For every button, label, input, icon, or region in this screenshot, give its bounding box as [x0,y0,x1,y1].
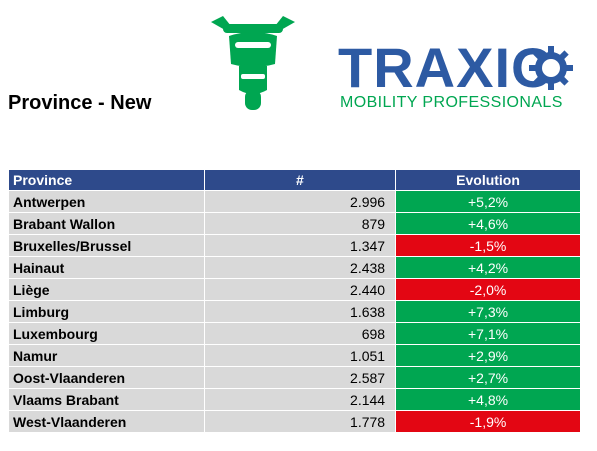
province-cell: West-Vlaanderen [8,410,205,433]
column-header-evolution: Evolution [395,169,581,191]
province-cell: Liège [8,278,205,301]
province-cell: Oost-Vlaanderen [8,366,205,389]
gear-icon [529,46,573,90]
evolution-cell: -1,9% [395,410,581,433]
column-header-count: # [203,169,397,191]
count-cell: 1.347 [203,234,397,257]
province-cell: Limburg [8,300,205,323]
table-row: Oost-Vlaanderen 2.587 +2,7% [8,366,581,389]
table-header-row: Province # Evolution [8,169,581,191]
logo-wordmark: TRAXIO [338,36,556,99]
province-table: Province # Evolution Antwerpen 2.996 +5,2%… [8,169,581,433]
table-row: Limburg 1.638 +7,3% [8,300,581,323]
count-cell: 2.144 [203,388,397,411]
count-cell: 1.051 [203,344,397,367]
evolution-cell: +4,6% [395,212,581,235]
logo-tagline: MOBILITY PROFESSIONALS [340,94,563,111]
motorcycle-icon [211,16,295,110]
evolution-cell: +4,2% [395,256,581,279]
page-title: Province - New [8,92,152,114]
table-row: Namur 1.051 +2,9% [8,344,581,367]
table-row: Luxembourg 698 +7,1% [8,322,581,345]
count-cell: 698 [203,322,397,345]
province-cell: Namur [8,344,205,367]
evolution-cell: +7,3% [395,300,581,323]
count-cell: 2.438 [203,256,397,279]
province-cell: Vlaams Brabant [8,388,205,411]
province-cell: Bruxelles/Brussel [8,234,205,257]
table-row: Vlaams Brabant 2.144 +4,8% [8,388,581,411]
province-cell: Hainaut [8,256,205,279]
traxio-logo: TRAXIO MOBILITY PROFESSIONALS [335,30,585,120]
count-cell: 2.587 [203,366,397,389]
count-cell: 2.996 [203,190,397,213]
evolution-cell: +4,8% [395,388,581,411]
table-row: Antwerpen 2.996 +5,2% [8,190,581,213]
table-row: West-Vlaanderen 1.778 -1,9% [8,410,581,433]
count-cell: 879 [203,212,397,235]
evolution-cell: +7,1% [395,322,581,345]
province-cell: Luxembourg [8,322,205,345]
count-cell: 1.778 [203,410,397,433]
table-row: Bruxelles/Brussel 1.347 -1,5% [8,234,581,257]
evolution-cell: +2,9% [395,344,581,367]
evolution-cell: -1,5% [395,234,581,257]
count-cell: 1.638 [203,300,397,323]
table-row: Liège 2.440 -2,0% [8,278,581,301]
count-cell: 2.440 [203,278,397,301]
table-row: Hainaut 2.438 +4,2% [8,256,581,279]
evolution-cell: +2,7% [395,366,581,389]
evolution-cell: -2,0% [395,278,581,301]
province-cell: Antwerpen [8,190,205,213]
province-cell: Brabant Wallon [8,212,205,235]
evolution-cell: +5,2% [395,190,581,213]
column-header-province: Province [8,169,205,191]
table-row: Brabant Wallon 879 +4,6% [8,212,581,235]
